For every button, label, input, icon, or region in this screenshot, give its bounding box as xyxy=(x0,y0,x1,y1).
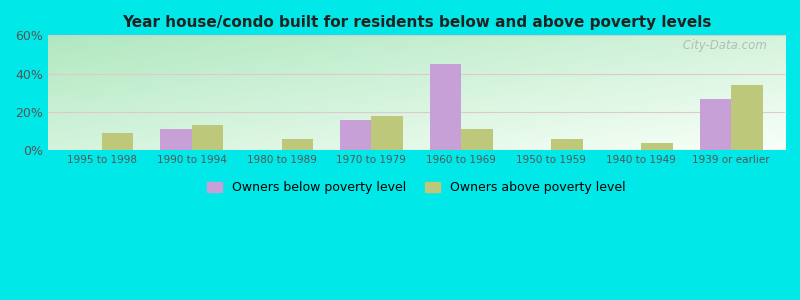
Bar xyxy=(462,129,493,150)
Bar xyxy=(641,143,673,150)
Bar xyxy=(551,139,582,150)
Text: City-Data.com: City-Data.com xyxy=(678,39,766,52)
Title: Year house/condo built for residents below and above poverty levels: Year house/condo built for residents bel… xyxy=(122,15,711,30)
Bar xyxy=(282,139,313,150)
Bar xyxy=(340,120,371,150)
Bar xyxy=(430,64,462,150)
Bar xyxy=(731,85,762,150)
Legend: Owners below poverty level, Owners above poverty level: Owners below poverty level, Owners above… xyxy=(202,176,630,199)
Bar xyxy=(699,99,731,150)
Bar xyxy=(102,133,133,150)
Bar xyxy=(191,125,223,150)
Bar xyxy=(160,129,191,150)
Bar xyxy=(371,116,403,150)
